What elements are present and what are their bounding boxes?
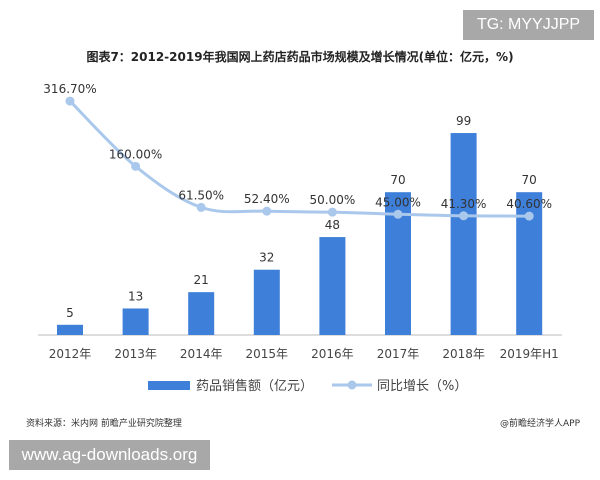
x-tick-label: 2012年 xyxy=(49,347,92,361)
x-tick-label: 2018年 xyxy=(442,347,485,361)
bar xyxy=(450,133,477,335)
line-point xyxy=(196,202,206,212)
line-label: 45.00% xyxy=(375,195,421,209)
x-tick-label: 2016年 xyxy=(311,347,354,361)
watermark-bottom: www.ag-downloads.org xyxy=(9,440,210,470)
line-point xyxy=(327,207,337,217)
line-point xyxy=(393,209,403,219)
line-label: 41.30% xyxy=(441,197,487,211)
x-tick-label: 2013年 xyxy=(114,347,157,361)
line-label: 160.00% xyxy=(109,147,162,161)
x-tick-label: 2014年 xyxy=(180,347,223,361)
bar-label: 70 xyxy=(390,173,405,187)
bar-label: 21 xyxy=(194,273,209,287)
x-tick-label: 2015年 xyxy=(246,347,289,361)
legend-line-label: 同比增长（%） xyxy=(377,379,467,394)
bar-label: 5 xyxy=(66,306,74,320)
line-point xyxy=(459,211,469,221)
line-point xyxy=(65,96,75,106)
bar xyxy=(122,308,149,335)
bar-label: 48 xyxy=(325,218,340,232)
line-label: 61.50% xyxy=(178,188,224,202)
line-label: 50.00% xyxy=(310,193,356,207)
line-point xyxy=(131,161,141,171)
line-label: 52.40% xyxy=(244,192,290,206)
bar xyxy=(253,269,280,335)
legend-bar-swatch xyxy=(148,381,190,390)
bar-label: 99 xyxy=(456,114,471,128)
bar-label: 13 xyxy=(128,289,143,303)
bar xyxy=(319,237,346,335)
legend-line-marker xyxy=(347,380,357,390)
legend-bar-label: 药品销售额（亿元） xyxy=(196,378,313,394)
credit: @前瞻经济学人APP xyxy=(499,419,580,429)
source-note: 资料来源：米内网 前瞻产业研究院整理 xyxy=(26,419,182,429)
line-label: 316.70% xyxy=(43,82,96,96)
line-point xyxy=(524,211,534,221)
chart-title: 图表7：2012-2019年我国网上药店药品市场规模及增长情况(单位：亿元，%) xyxy=(86,50,514,64)
bar xyxy=(57,324,83,335)
line-label: 40.60% xyxy=(506,197,552,211)
line-point xyxy=(262,206,272,216)
x-tick-label: 2017年 xyxy=(377,347,420,361)
x-tick-label: 2019年H1 xyxy=(500,347,559,361)
bar xyxy=(188,292,215,335)
bar-label: 32 xyxy=(259,251,274,265)
bar-label: 70 xyxy=(522,173,537,187)
watermark-top: TG: MYYJJPP xyxy=(463,10,594,40)
